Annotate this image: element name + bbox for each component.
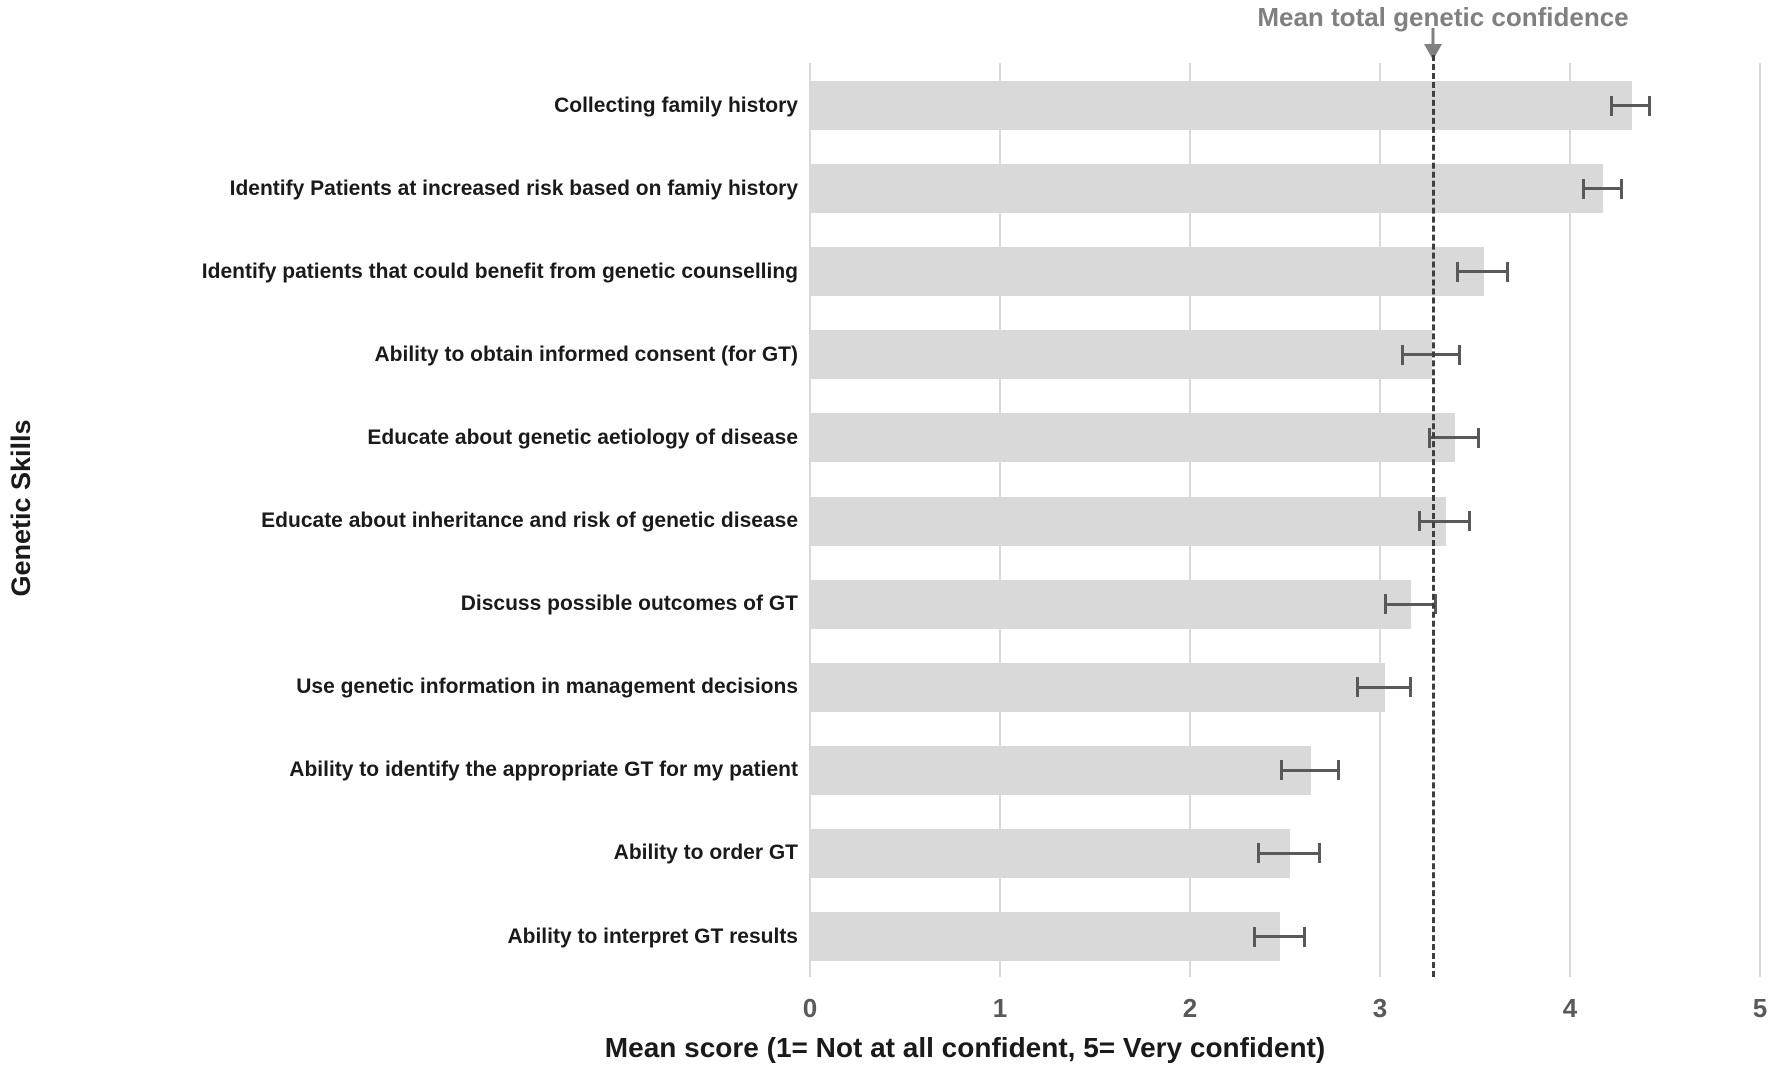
error-bar <box>1419 519 1470 523</box>
category-label: Identify patients that could benefit fro… <box>201 259 798 283</box>
error-bar-cap-right <box>1505 261 1509 282</box>
error-bar <box>1457 270 1508 274</box>
reference-line-label: Mean total genetic confidence <box>1257 2 1629 32</box>
category-label: Use genetic information in management de… <box>296 675 798 699</box>
error-bar-cap-left <box>1427 427 1431 448</box>
category-label: Ability to identify the appropriate GT f… <box>289 758 798 782</box>
x-tick-label: 1 <box>992 993 1008 1023</box>
error-bar-cap-right <box>1317 843 1321 864</box>
reference-line <box>1431 55 1435 977</box>
bar <box>811 912 1281 961</box>
category-label: Educate about genetic aetiology of disea… <box>367 425 798 449</box>
error-bar-cap-right <box>1408 677 1412 698</box>
bar <box>811 164 1604 214</box>
error-bar-cap-left <box>1279 760 1283 781</box>
category-label: Ability to order GT <box>613 841 798 865</box>
gridline <box>1569 63 1571 977</box>
bar <box>811 247 1484 297</box>
error-bar <box>1402 353 1460 357</box>
error-bar <box>1429 436 1479 440</box>
bar <box>811 662 1385 712</box>
x-tick-label: 3 <box>1372 993 1388 1023</box>
error-bar-cap-left <box>1456 261 1460 282</box>
error-bar-cap-left <box>1355 677 1359 698</box>
category-label: Collecting family history <box>554 93 798 117</box>
error-bar-cap-right <box>1648 95 1652 116</box>
bar <box>811 81 1632 130</box>
error-bar-cap-left <box>1610 95 1614 116</box>
gridline <box>1759 63 1761 977</box>
x-tick-label: 0 <box>802 993 818 1023</box>
error-bar-cap-left <box>1384 594 1388 615</box>
bar <box>811 745 1311 795</box>
error-bar-cap-left <box>1256 843 1260 864</box>
category-label: Ability to interpret GT results <box>507 924 798 948</box>
bar <box>811 330 1433 380</box>
error-bar <box>1254 935 1304 938</box>
error-bar <box>1385 602 1436 606</box>
error-bar <box>1611 104 1650 107</box>
bar <box>811 579 1412 629</box>
error-bar-cap-right <box>1467 511 1471 531</box>
category-label: Educate about inheritance and risk of ge… <box>261 509 798 532</box>
error-bar-cap-right <box>1433 594 1437 615</box>
error-bar-cap-right <box>1619 178 1623 199</box>
x-tick-label: 5 <box>1752 993 1768 1023</box>
error-bar-cap-left <box>1418 511 1422 531</box>
x-tick-label: 2 <box>1182 993 1198 1023</box>
error-bar <box>1357 685 1411 689</box>
bar <box>811 413 1456 463</box>
error-bar <box>1281 768 1339 772</box>
x-axis-title: Mean score (1= Not at all confident, 5= … <box>604 1032 1326 1063</box>
bar <box>811 828 1290 878</box>
gridline <box>809 63 811 977</box>
error-bar-cap-right <box>1477 427 1481 448</box>
bar <box>811 496 1446 546</box>
error-bar-cap-right <box>1458 344 1462 365</box>
error-bar-cap-left <box>1581 178 1585 199</box>
category-label: Discuss possible outcomes of GT <box>460 592 798 616</box>
category-label: Ability to obtain informed consent (for … <box>374 342 798 366</box>
down-arrow-icon <box>1424 28 1442 60</box>
error-bar <box>1258 851 1320 855</box>
error-bar-cap-left <box>1253 926 1257 947</box>
x-tick-label: 4 <box>1562 993 1578 1023</box>
error-bar <box>1583 187 1622 191</box>
error-bar-cap-left <box>1401 344 1405 365</box>
error-bar-cap-right <box>1336 760 1340 781</box>
category-label: Identify Patients at increased risk base… <box>229 176 798 200</box>
error-bar-cap-right <box>1302 926 1306 947</box>
